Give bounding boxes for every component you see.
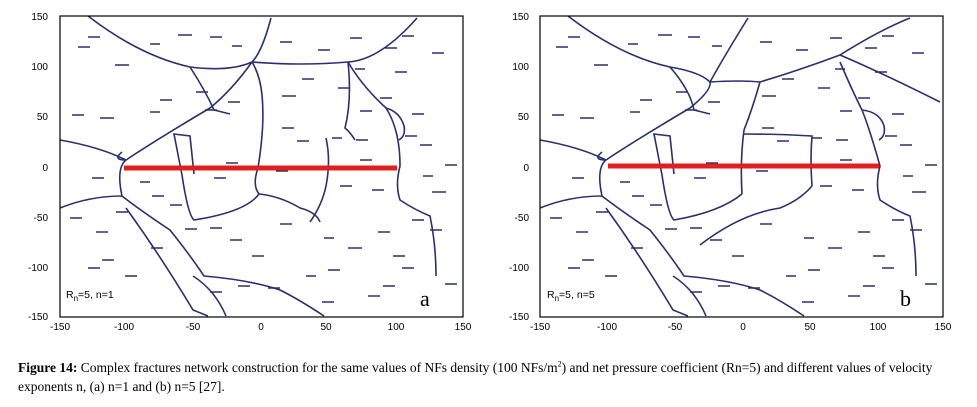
panel-b-x-tick: 50: [804, 322, 816, 333]
panel-a-params-label: Rn=5, n=1: [66, 289, 114, 303]
panel-b-letter: b: [900, 286, 911, 311]
panel-a-plot-frame: [59, 15, 464, 318]
panel-b-fracture-network: [539, 15, 941, 317]
panel-a-x-tick: 50: [320, 322, 332, 333]
caption-text-2: ) and net pressure coefficient (Rn=5) an…: [18, 360, 933, 394]
panel-a-fracture-network: [59, 15, 457, 317]
panel-b: -150 -100 -50 0 50 100 150 150 100 50 0 …: [509, 12, 952, 333]
panel-a-y-tick: -150: [28, 312, 48, 323]
panel-b-y-tick: -150: [509, 312, 529, 323]
panel-a-y-tick: 0: [42, 163, 48, 174]
panel-b-y-tick: 50: [518, 112, 530, 123]
panel-a-y-ticks: 150 100 50 0 -50 -100 -150: [28, 12, 48, 323]
panel-a-x-tick: -100: [114, 322, 134, 333]
panel-b-y-tick: -50: [515, 213, 530, 224]
panel-a: -150 -100 -50 0 50 100 150 150 100 50 0 …: [28, 12, 472, 333]
panel-a-y-tick: -100: [28, 263, 48, 274]
panel-b-x-tick: 0: [740, 322, 746, 333]
caption-label: Figure 14:: [18, 360, 78, 375]
panel-b-y-tick: 100: [512, 62, 529, 73]
panel-b-x-tick: 150: [935, 322, 952, 333]
panel-a-y-tick: 50: [37, 112, 49, 123]
caption-superscript: 2: [557, 359, 562, 369]
panel-b-x-tick: 100: [870, 322, 887, 333]
panel-b-x-tick: -50: [668, 322, 683, 333]
figure: -150 -100 -50 0 50 100 150 150 100 50 0 …: [28, 12, 952, 333]
panel-a-letter: a: [420, 286, 430, 311]
panel-b-params-label: Rn=5, n=5: [547, 289, 595, 303]
panel-b-x-tick: -150: [530, 322, 550, 333]
panel-a-y-tick: -50: [34, 213, 49, 224]
panel-a-y-tick: 150: [31, 12, 48, 23]
panel-b-y-tick: 150: [512, 12, 529, 23]
panel-b-y-ticks: 150 100 50 0 -50 -100 -150: [509, 12, 529, 323]
panel-a-x-tick: 100: [388, 322, 405, 333]
caption-text-1: Complex fractures network construction f…: [77, 360, 558, 375]
panel-b-y-tick: 0: [523, 163, 529, 174]
panel-b-y-tick: -100: [509, 263, 529, 274]
panel-a-x-tick: 0: [258, 322, 264, 333]
panel-a-x-tick: -50: [186, 322, 201, 333]
panel-b-x-tick: -100: [597, 322, 617, 333]
panel-a-x-ticks: -150 -100 -50 0 50 100 150: [50, 322, 472, 333]
panel-b-x-ticks: -150 -100 -50 0 50 100 150: [530, 322, 952, 333]
panel-b-hydraulic-fracture: [608, 163, 879, 169]
panel-a-x-tick: 150: [455, 322, 472, 333]
figure-caption: Figure 14: Complex fractures network con…: [18, 358, 968, 396]
panel-a-y-tick: 100: [31, 62, 48, 73]
panel-b-plot-frame: [539, 15, 944, 318]
panel-a-x-tick: -150: [50, 322, 70, 333]
panel-a-hydraulic-fracture: [124, 165, 397, 171]
